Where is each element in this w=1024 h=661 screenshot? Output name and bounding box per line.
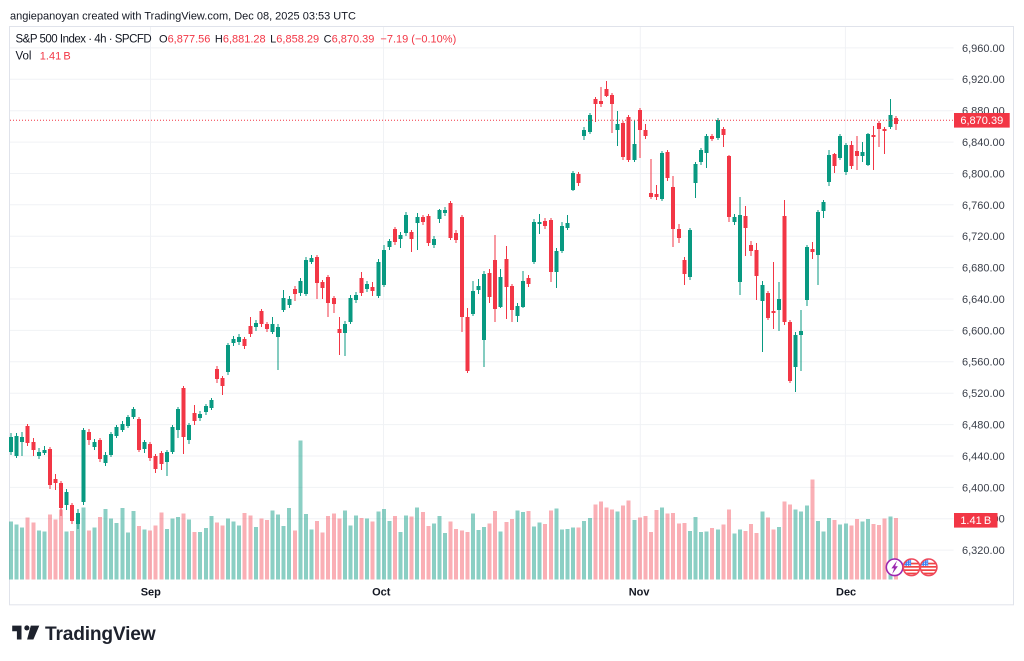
svg-text:Oct: Oct [372,587,391,599]
svg-text:6,680.00: 6,680.00 [962,263,1005,275]
svg-text:6,870.39: 6,870.39 [960,115,1003,127]
svg-text:Sep: Sep [141,587,161,599]
svg-text:6,800.00: 6,800.00 [962,168,1005,180]
svg-text:6,840.00: 6,840.00 [962,137,1005,149]
svg-text:6,760.00: 6,760.00 [962,200,1005,212]
svg-text:6,600.00: 6,600.00 [962,325,1005,337]
svg-text:Nov: Nov [629,587,651,599]
svg-text:6,520.00: 6,520.00 [962,388,1005,400]
svg-text:6,640.00: 6,640.00 [962,294,1005,306]
svg-text:6,920.00: 6,920.00 [962,74,1005,86]
svg-text:6,480.00: 6,480.00 [962,420,1005,432]
svg-text:Dec: Dec [836,587,856,599]
svg-text:6,720.00: 6,720.00 [962,231,1005,243]
svg-text:6,440.00: 6,440.00 [962,451,1005,463]
svg-text:S&P 500 Index · 4h · SPCFD: S&P 500 Index · 4h · SPCFD [16,33,152,45]
svg-text:6,960.00: 6,960.00 [962,43,1005,55]
svg-text:6,400.00: 6,400.00 [962,482,1005,494]
svg-text:angiepanoyan created with Trad: angiepanoyan created with TradingView.co… [10,11,356,23]
svg-text:1.41 B: 1.41 B [960,515,991,527]
svg-text:6,320.00: 6,320.00 [962,545,1005,557]
svg-text:6,560.00: 6,560.00 [962,357,1005,369]
svg-text:TradingView: TradingView [45,624,156,645]
svg-text:Vol: Vol [16,51,32,63]
svg-text:1.41 B: 1.41 B [40,51,71,63]
